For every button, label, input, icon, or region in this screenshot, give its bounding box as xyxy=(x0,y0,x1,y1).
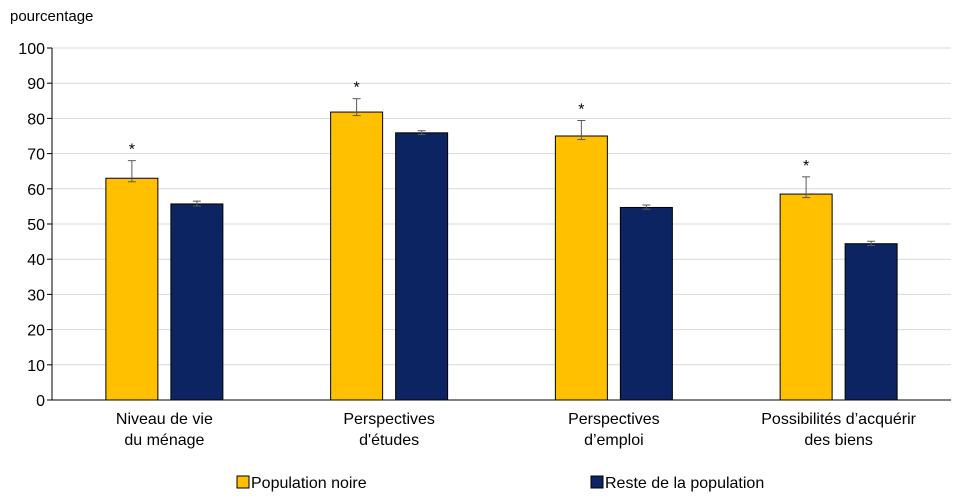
legend-label: Reste de la population xyxy=(605,475,764,492)
x-tick-label: du ménage xyxy=(124,432,204,449)
significance-marker: * xyxy=(129,142,135,159)
y-tick-label: 50 xyxy=(27,217,45,234)
bar xyxy=(619,206,673,401)
y-tick-label: 0 xyxy=(36,393,45,410)
legend-swatch xyxy=(590,475,604,489)
y-tick-label: 10 xyxy=(27,358,45,375)
x-axis-labels: Niveau de vie du ménage Perspectives d'étud… xyxy=(116,411,917,449)
x-tick-label: Possibilités d’acquérir xyxy=(761,411,916,428)
y-tick-label: 70 xyxy=(27,147,45,164)
bar xyxy=(105,177,159,401)
x-tick-label: Niveau de vie xyxy=(116,411,213,428)
bar xyxy=(844,243,898,401)
y-axis-title: pourcentage xyxy=(10,8,93,25)
x-tick-label: d’emploi xyxy=(584,432,644,449)
legend-swatch xyxy=(236,475,250,489)
significance-marker: * xyxy=(803,158,809,175)
x-tick-label: d'études xyxy=(359,432,419,449)
y-tick-label: 60 xyxy=(27,182,45,199)
bar xyxy=(395,132,449,401)
significance-marker: * xyxy=(354,80,360,97)
y-tick-label: 30 xyxy=(27,287,45,304)
bar xyxy=(779,193,833,401)
bar xyxy=(330,111,384,401)
bar xyxy=(170,203,224,401)
axes xyxy=(51,48,951,401)
y-tick-label: 20 xyxy=(27,323,45,340)
y-tick-label: 90 xyxy=(27,76,45,93)
y-tick-label: 40 xyxy=(27,252,45,269)
bars: * * * * xyxy=(105,80,898,401)
x-tick-label: Perspectives xyxy=(568,411,660,428)
x-tick-label: Perspectives xyxy=(343,411,435,428)
significance-marker: * xyxy=(578,102,584,119)
x-tick-label: des biens xyxy=(804,432,873,449)
y-axis-ticks: 0 10 20 30 40 50 60 70 80 90 100 xyxy=(18,41,52,410)
y-tick-label: 100 xyxy=(18,41,45,58)
y-tick-label: 80 xyxy=(27,111,45,128)
legend: Population noire Reste de la population xyxy=(236,475,764,492)
bar xyxy=(554,135,608,401)
legend-label: Population noire xyxy=(251,475,367,492)
